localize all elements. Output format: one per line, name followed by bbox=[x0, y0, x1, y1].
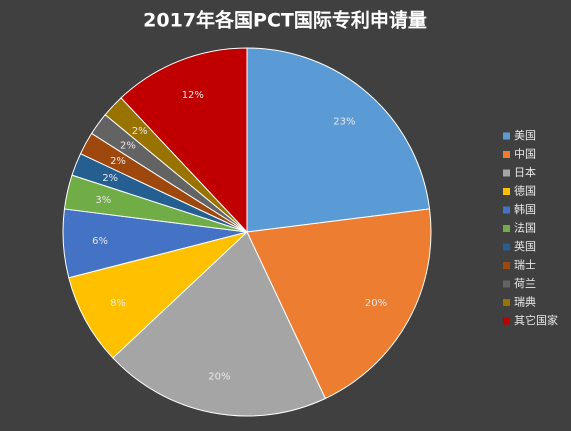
legend-swatch bbox=[503, 206, 510, 214]
pie-slice bbox=[68, 231, 248, 359]
legend-swatch bbox=[503, 151, 510, 158]
data-label: 3% bbox=[95, 195, 111, 206]
data-label: 2% bbox=[110, 156, 126, 167]
pie-slice bbox=[246, 47, 431, 233]
legend-swatch bbox=[503, 280, 510, 288]
data-label: 2% bbox=[120, 140, 136, 151]
data-label: 20% bbox=[208, 372, 230, 383]
data-label: 20% bbox=[365, 298, 387, 309]
legend-swatch bbox=[503, 132, 510, 140]
data-label: 8% bbox=[110, 298, 126, 309]
pie-slice bbox=[246, 208, 432, 400]
pie-slice bbox=[112, 231, 327, 417]
legend-label: 韩国 bbox=[514, 202, 536, 216]
legend-label: 美国 bbox=[514, 129, 536, 142]
legend-swatch bbox=[503, 188, 510, 195]
legend-label: 法国 bbox=[514, 221, 536, 235]
legend-label: 荷兰 bbox=[514, 277, 536, 290]
legend-swatch bbox=[503, 225, 510, 232]
legend-swatch bbox=[503, 317, 510, 325]
data-label: 12% bbox=[182, 90, 204, 101]
legend-label: 德国 bbox=[514, 184, 536, 198]
data-label: 2% bbox=[132, 126, 148, 137]
chart-title: 2017年各国PCT国际专利申请量 bbox=[143, 9, 427, 32]
legend-label: 日本 bbox=[514, 165, 536, 179]
legend-swatch bbox=[503, 169, 510, 177]
data-label: 23% bbox=[333, 117, 355, 128]
data-label: 6% bbox=[92, 236, 108, 247]
legend-label: 瑞典 bbox=[514, 295, 536, 309]
data-label: 2% bbox=[102, 173, 118, 184]
legend-swatch bbox=[503, 299, 510, 306]
legend-label: 瑞士 bbox=[514, 258, 536, 272]
legend-label: 英国 bbox=[514, 239, 536, 253]
legend-label: 中国 bbox=[514, 148, 536, 161]
legend-swatch bbox=[503, 262, 510, 269]
legend-label: 其它国家 bbox=[514, 313, 558, 327]
pie-slice bbox=[120, 47, 248, 234]
legend-swatch bbox=[503, 243, 510, 251]
